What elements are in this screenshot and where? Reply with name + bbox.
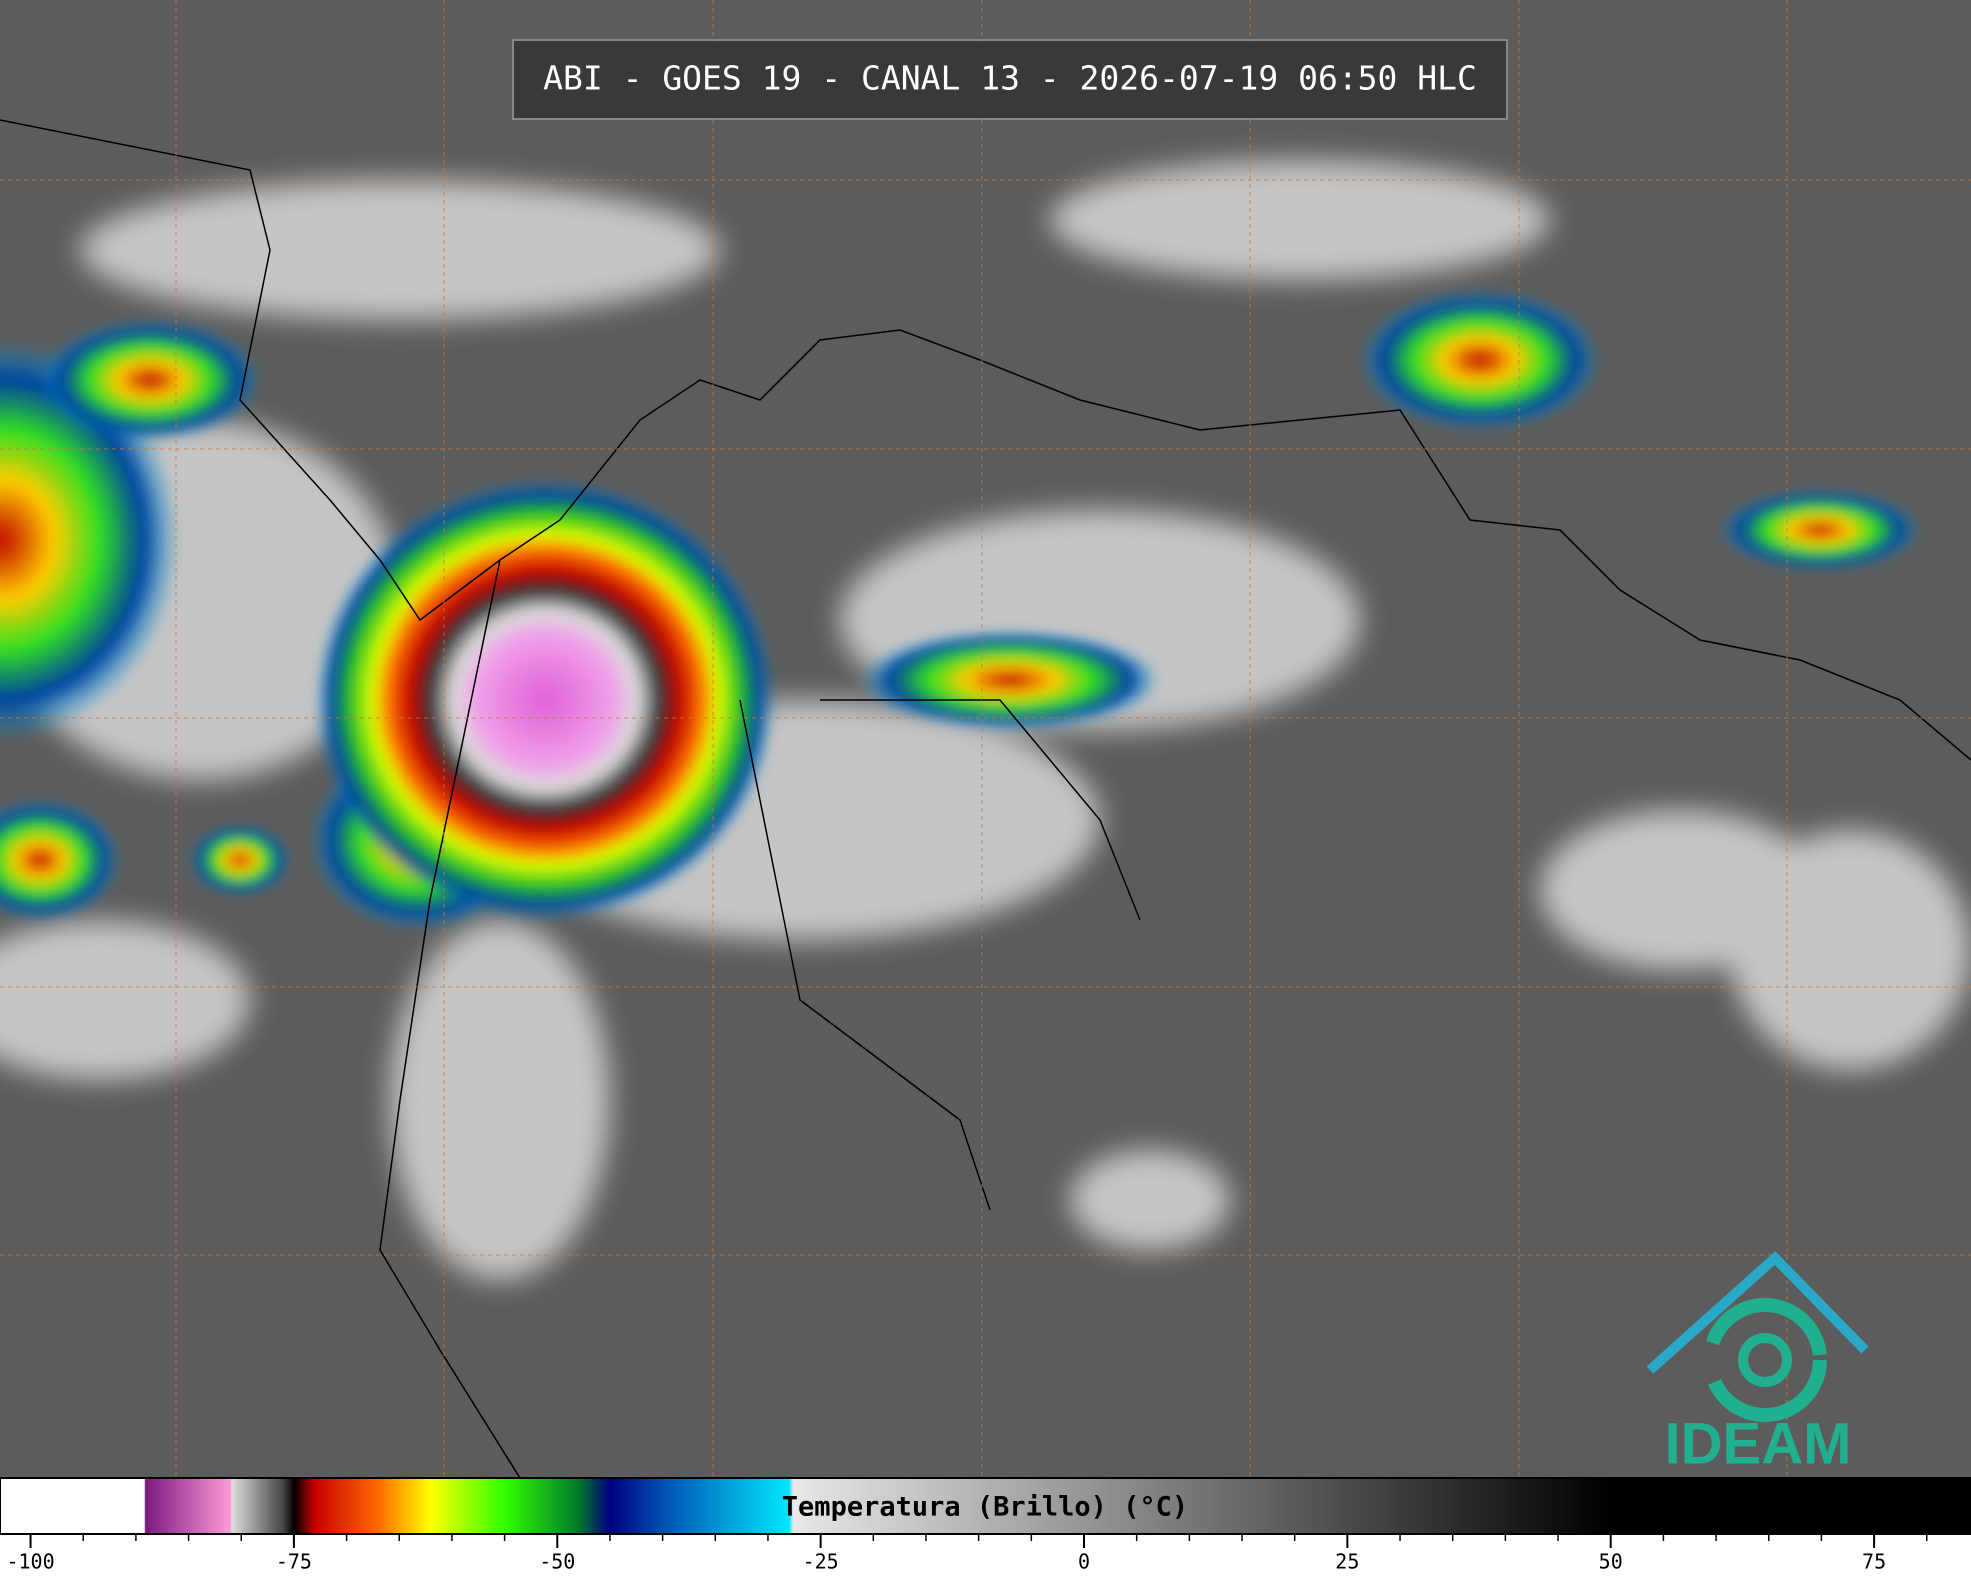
logo-text: IDEAM	[1665, 1411, 1852, 1476]
tick-label: 75	[1862, 1550, 1886, 1574]
tick-label: -100	[6, 1550, 54, 1574]
lat-lon-grid	[0, 0, 1971, 1478]
tick-label: 25	[1335, 1550, 1359, 1574]
tick-label: -75	[276, 1550, 312, 1574]
logo-roof	[1646, 1251, 1869, 1374]
logo-swirl	[1703, 1298, 1827, 1422]
colorbar	[0, 1477, 1971, 1535]
tick-label: -25	[803, 1550, 839, 1574]
title-box	[512, 39, 1508, 120]
logo-swirl-inner	[1738, 1333, 1792, 1387]
tick-label: -50	[539, 1550, 575, 1574]
colorbar-ticks: -100 -75 -50 -25 0 25 50 75	[6, 1534, 1928, 1574]
convective-cells	[0, 290, 1920, 930]
colorbar-label: Temperatura (Brillo) (°C)	[782, 1492, 1188, 1523]
logo: IDEAM	[1646, 1251, 1869, 1476]
tick-label: 0	[1078, 1550, 1090, 1574]
tick-label: 50	[1599, 1550, 1623, 1574]
coastlines	[0, 119, 1971, 1479]
title: ABI - GOES 19 - CANAL 13 - 2026-07-19 06…	[543, 59, 1477, 98]
